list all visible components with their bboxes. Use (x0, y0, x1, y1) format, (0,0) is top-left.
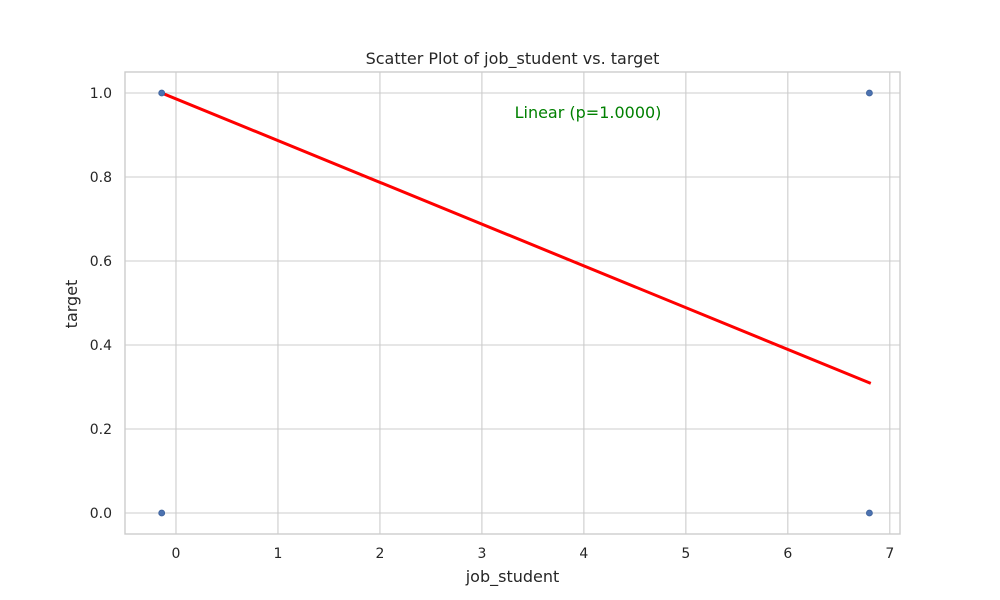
data-point (866, 509, 873, 517)
data-point (158, 509, 166, 517)
x-tick-label: 4 (579, 546, 588, 562)
x-tick-label: 3 (477, 546, 486, 562)
x-tick-label: 1 (273, 546, 282, 562)
x-tick-label: 6 (783, 546, 792, 562)
y-tick-label: 0.6 (90, 254, 112, 270)
x-tick-label: 0 (172, 546, 181, 562)
y-tick-label: 0.2 (90, 422, 112, 438)
trend-annotation: Linear (p=1.0000) (515, 103, 662, 122)
x-axis-label: job_student (465, 567, 560, 587)
y-tick-label: 0.4 (90, 338, 112, 354)
trend-line-layer (159, 91, 872, 385)
chart-title: Scatter Plot of job_student vs. target (366, 49, 660, 69)
x-tick-label: 7 (885, 546, 894, 562)
y-axis-label: target (62, 280, 81, 329)
x-tick-label: 5 (681, 546, 690, 562)
y-tick-label: 0.8 (90, 170, 112, 186)
data-point (866, 89, 873, 97)
y-tick-label: 0.0 (90, 506, 112, 522)
data-point (158, 89, 166, 97)
x-tick-label: 2 (375, 546, 384, 562)
y-tick-label: 1.0 (90, 86, 112, 102)
plot-border (124, 71, 901, 535)
grid (125, 72, 900, 534)
data-points (158, 89, 873, 517)
plot-frame (124, 71, 901, 535)
tick-labels: 0 1 2 3 4 5 6 7 0.0 0.2 0.4 0.6 0.8 1.0 (90, 86, 895, 562)
regression-line (159, 91, 872, 385)
